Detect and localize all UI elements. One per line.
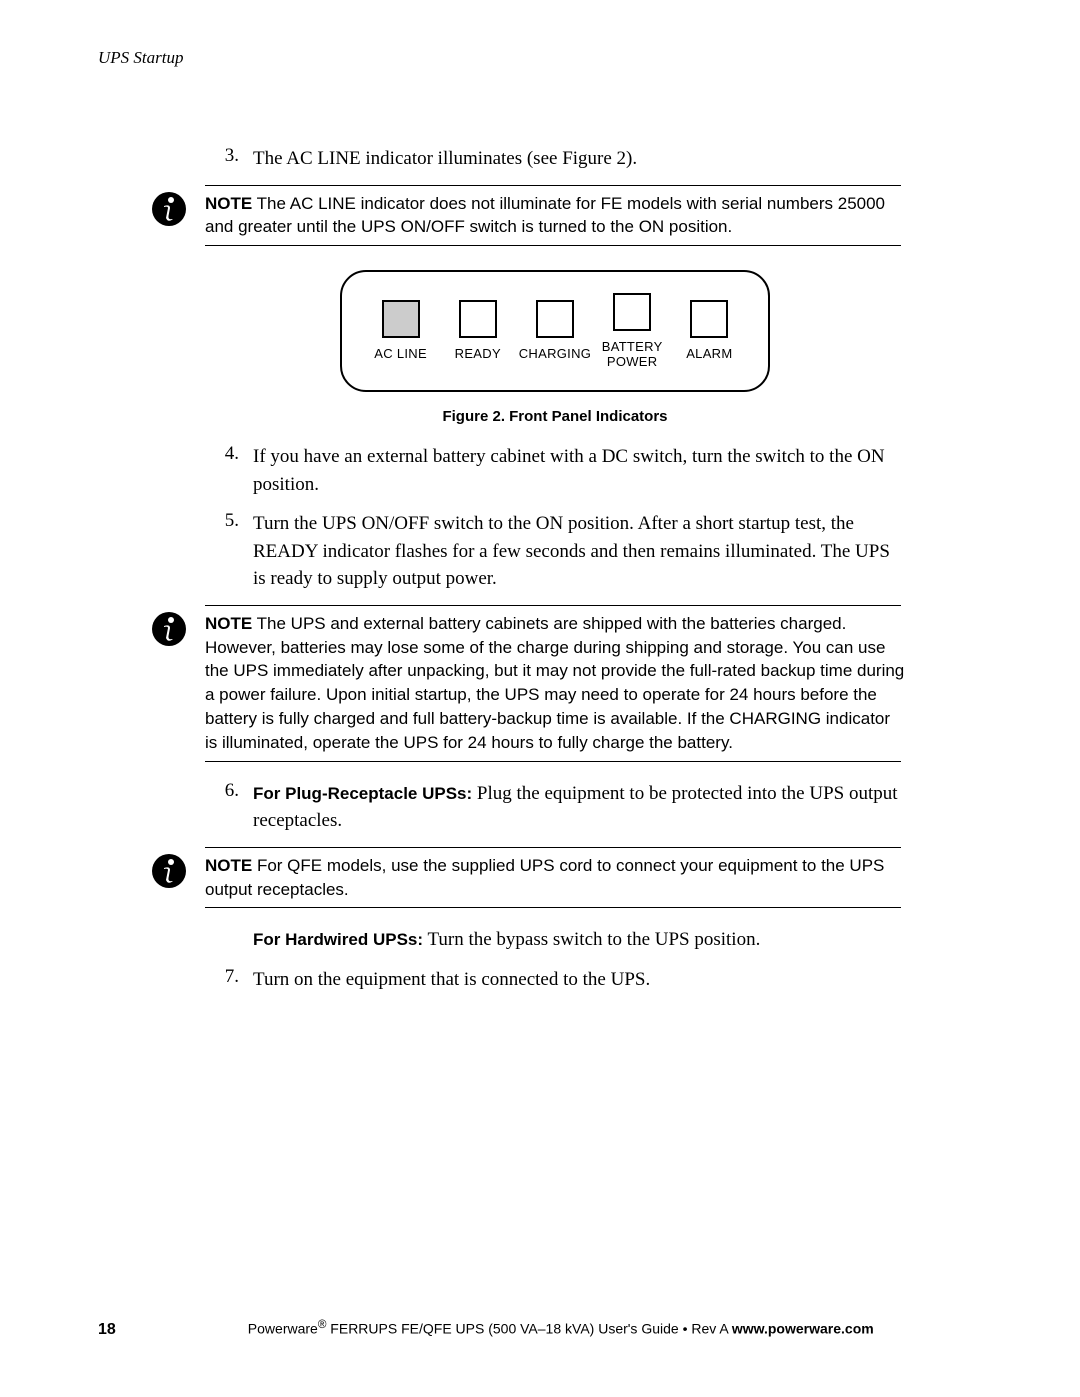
list-text: If you have an external battery cabinet …	[253, 443, 905, 498]
info-icon	[151, 191, 187, 227]
list-text: For Plug-Receptacle UPSs: Plug the equip…	[253, 780, 905, 835]
indicator-alarm: ALARM	[673, 300, 745, 362]
indicator-box-ready	[459, 300, 497, 338]
front-panel-diagram: AC LINE READY CHARGING BATTERY POWER ALA…	[340, 270, 770, 392]
info-icon	[151, 611, 187, 647]
indicator-box-charging	[536, 300, 574, 338]
list-item-6: 6. For Plug-Receptacle UPSs: Plug the eq…	[205, 780, 905, 835]
indicator-box-battery	[613, 293, 651, 331]
section-header: UPS Startup	[98, 48, 183, 68]
list-number: 5.	[205, 510, 253, 593]
main-content: 3. The AC LINE indicator illuminates (se…	[205, 145, 905, 1005]
footer-mid: FERRUPS FE/QFE UPS (500 VA–18 kVA) User'…	[326, 1321, 731, 1337]
list-text: Turn on the equipment that is connected …	[253, 966, 905, 994]
list-text: Turn the UPS ON/OFF switch to the ON pos…	[253, 510, 905, 593]
list-item-3: 3. The AC LINE indicator illuminates (se…	[205, 145, 905, 173]
indicator-label: READY	[455, 346, 501, 362]
indicator-box-ac-line	[382, 300, 420, 338]
list-number: 3.	[205, 145, 253, 173]
note-block-2: NOTE The UPS and external battery cabine…	[205, 605, 905, 762]
note-label: NOTE	[205, 194, 252, 213]
indicator-label: CHARGING	[519, 346, 591, 362]
note-block-3: NOTE For QFE models, use the supplied UP…	[205, 847, 905, 909]
note-text: NOTE The UPS and external battery cabine…	[205, 612, 905, 755]
indicator-ac-line: AC LINE	[365, 300, 437, 362]
note-rule-bottom	[205, 761, 901, 762]
list-item-4: 4. If you have an external battery cabin…	[205, 443, 905, 498]
indicator-label: ALARM	[686, 346, 732, 362]
note-label: NOTE	[205, 856, 252, 875]
note-rule-bottom	[205, 907, 901, 908]
footer-text: Powerware® FERRUPS FE/QFE UPS (500 VA–18…	[248, 1318, 874, 1337]
step-text: Turn the bypass switch to the UPS positi…	[423, 929, 760, 950]
footer-url: www.powerware.com	[732, 1321, 874, 1337]
list-number: 6.	[205, 780, 253, 835]
list-item-5: 5. Turn the UPS ON/OFF switch to the ON …	[205, 510, 905, 593]
indicator-label: AC LINE	[374, 346, 427, 362]
list-text: The AC LINE indicator illuminates (see F…	[253, 145, 905, 173]
list-number: 7.	[205, 966, 253, 994]
note-label: NOTE	[205, 614, 252, 633]
list-number: 4.	[205, 443, 253, 498]
note-rule-bottom	[205, 245, 901, 246]
note-text: NOTE For QFE models, use the supplied UP…	[205, 854, 905, 902]
indicator-ready: READY	[442, 300, 514, 362]
footer-prefix: Powerware	[248, 1321, 318, 1337]
figure-2: AC LINE READY CHARGING BATTERY POWER ALA…	[205, 270, 905, 425]
indicator-label: BATTERY POWER	[596, 339, 668, 370]
note-block-1: NOTE The AC LINE indicator does not illu…	[205, 185, 905, 247]
page-footer: 18 Powerware® FERRUPS FE/QFE UPS (500 VA…	[98, 1318, 903, 1339]
indicator-charging: CHARGING	[519, 300, 591, 362]
note-text: NOTE The AC LINE indicator does not illu…	[205, 192, 905, 240]
info-icon	[151, 853, 187, 889]
list-item-6b: For Hardwired UPSs: Turn the bypass swit…	[253, 926, 905, 954]
note-body: The AC LINE indicator does not illuminat…	[205, 194, 885, 237]
indicator-battery-power: BATTERY POWER	[596, 293, 668, 370]
list-item-7: 7. Turn on the equipment that is connect…	[205, 966, 905, 994]
indicator-box-alarm	[690, 300, 728, 338]
bold-prefix: For Hardwired UPSs:	[253, 930, 423, 949]
note-body: The UPS and external battery cabinets ar…	[205, 614, 904, 752]
bold-prefix: For Plug-Receptacle UPSs:	[253, 784, 472, 803]
figure-caption: Figure 2. Front Panel Indicators	[442, 408, 667, 425]
note-body: For QFE models, use the supplied UPS cor…	[205, 856, 884, 899]
page-number: 18	[98, 1321, 116, 1339]
